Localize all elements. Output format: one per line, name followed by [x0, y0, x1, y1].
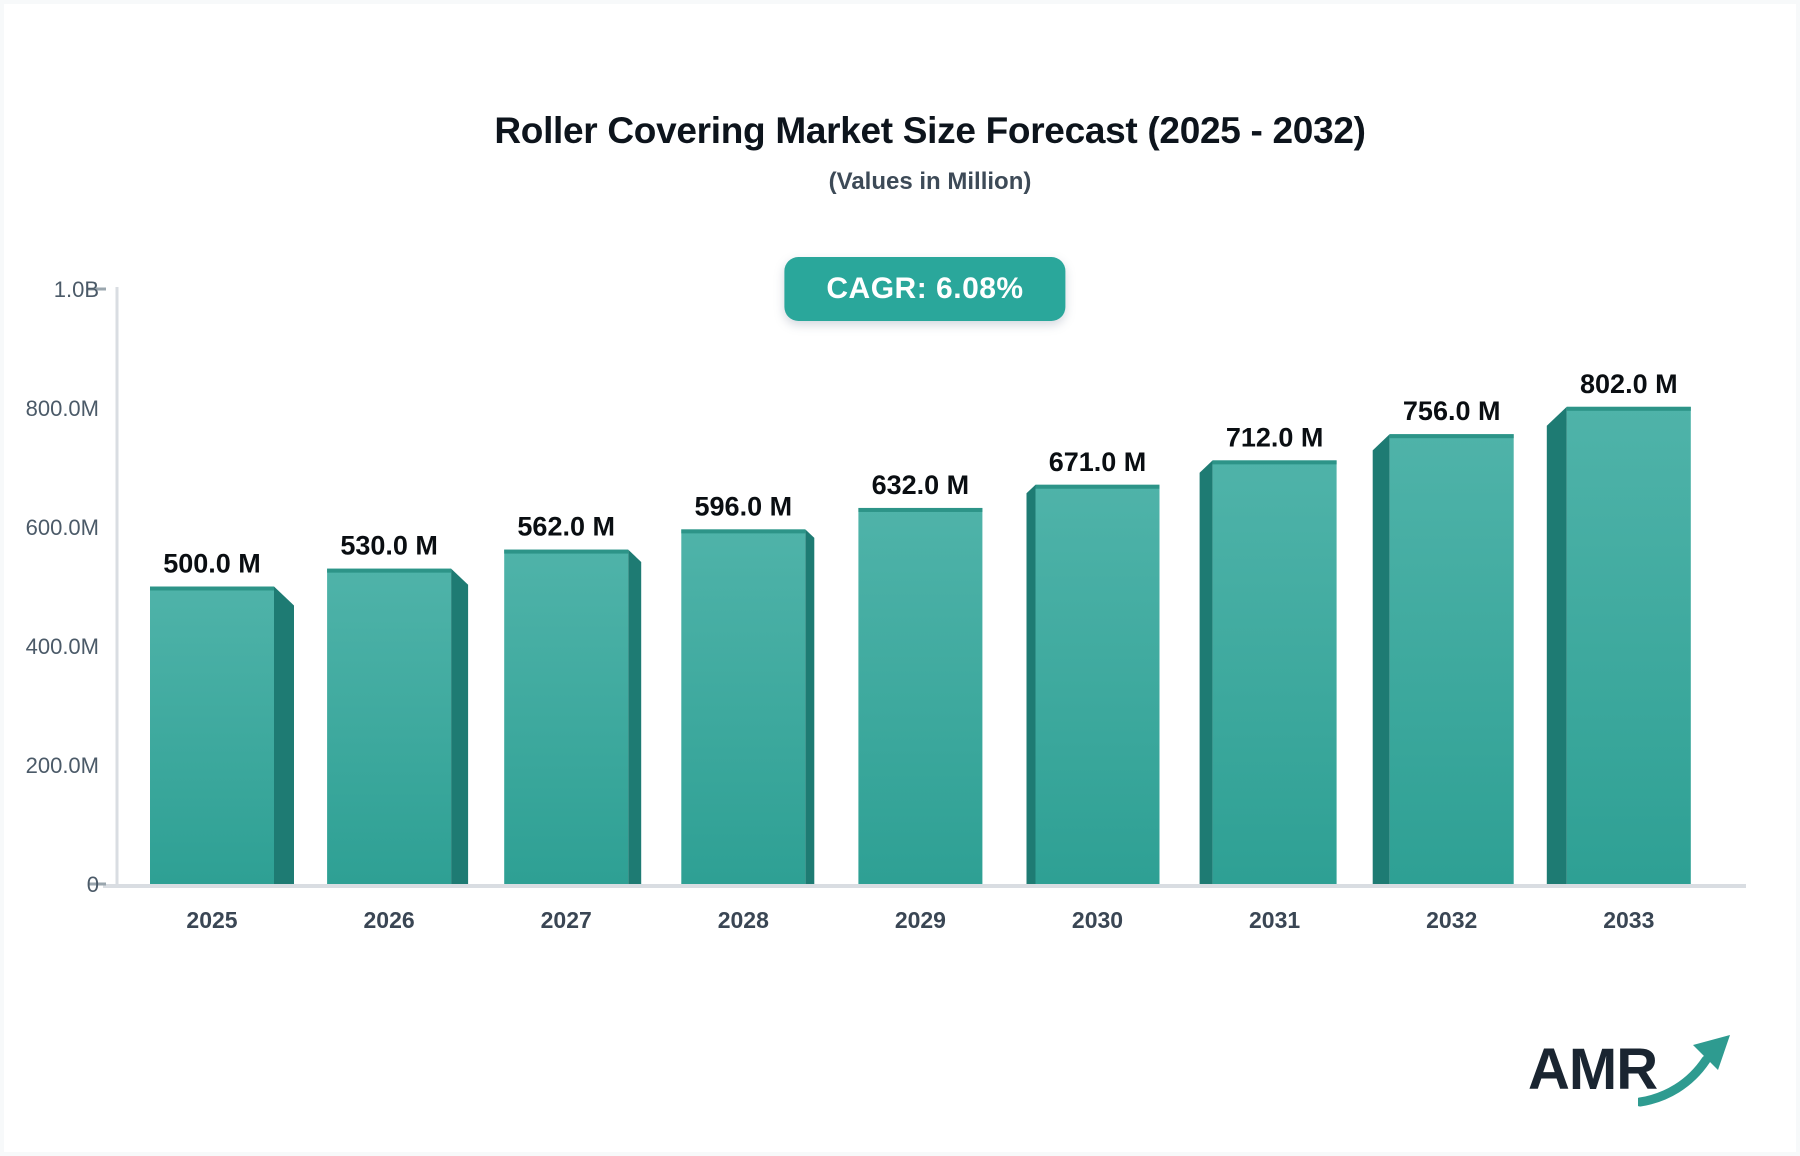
cagr-badge: CAGR: 6.08% — [784, 257, 1066, 321]
bar-value-label: 530.0 M — [340, 531, 438, 561]
y-axis-label: 200.0M — [26, 753, 99, 778]
bar-2029 — [858, 507, 983, 884]
bar-side-face-2032 — [1372, 434, 1390, 884]
bar-value-label: 802.0 M — [1580, 369, 1678, 399]
x-axis-label: 2026 — [364, 907, 415, 933]
chart-subtitle: (Values in Million) — [828, 168, 1032, 195]
bar-value-label: 671.0 M — [1049, 447, 1147, 477]
bar-top-edge-2028 — [681, 529, 806, 534]
bar-value-label: 632.0 M — [872, 470, 970, 500]
bar-top-edge-2031 — [1212, 460, 1337, 465]
axis-tick — [88, 882, 106, 886]
bar-2028 — [681, 529, 806, 884]
bar-2031 — [1212, 460, 1337, 884]
bar-2032 — [1389, 434, 1514, 884]
bar-side-face-2030 — [1026, 484, 1036, 884]
x-axis-label: 2025 — [186, 907, 237, 933]
bar-top-edge-2026 — [327, 568, 452, 573]
y-axis-line — [115, 287, 119, 886]
x-axis-label: 2032 — [1426, 907, 1477, 933]
bar-top-edge-2032 — [1389, 434, 1514, 439]
x-axis-label: 2027 — [541, 907, 592, 933]
bar-value-label: 596.0 M — [695, 491, 793, 521]
y-axis-label: 0 — [87, 872, 99, 897]
bar-top-edge-2033 — [1566, 406, 1691, 411]
bar-value-label: 500.0 M — [163, 549, 261, 579]
bar-side-face-2026 — [451, 568, 469, 884]
bar-top-edge-2025 — [150, 586, 274, 591]
x-axis-line — [103, 884, 1746, 888]
bar-2033 — [1566, 406, 1691, 884]
bar-2026 — [327, 568, 452, 884]
x-axis-label: 2033 — [1603, 907, 1654, 933]
y-axis-label: 800.0M — [26, 396, 99, 421]
bar-side-face-2025 — [274, 586, 294, 884]
bar-2030 — [1035, 484, 1160, 884]
amr-logo-text: AMR — [1528, 1037, 1658, 1102]
amr-logo: AMR — [1528, 1030, 1730, 1114]
bar-value-label: 756.0 M — [1403, 396, 1501, 426]
bar-side-face-2031 — [1199, 460, 1213, 884]
bar-side-face-2027 — [628, 549, 642, 884]
bar-top-edge-2029 — [858, 507, 983, 512]
bar-value-label: 562.0 M — [517, 512, 615, 542]
y-axis-label: 400.0M — [26, 634, 99, 659]
bar-2025 — [150, 586, 274, 884]
chart-title: Roller Covering Market Size Forecast (20… — [494, 110, 1366, 151]
growth-arrow-icon — [1638, 1035, 1730, 1107]
x-axis-label: 2029 — [895, 907, 946, 933]
x-axis-label: 2028 — [718, 907, 769, 933]
bar-top-edge-2030 — [1035, 484, 1160, 489]
y-axis-label: 600.0M — [26, 515, 99, 540]
x-axis-label: 2030 — [1072, 907, 1123, 933]
bar-side-face-2033 — [1546, 406, 1567, 884]
x-axis-label: 2031 — [1249, 907, 1300, 933]
bar-2027 — [504, 549, 629, 884]
bar-top-edge-2027 — [504, 549, 629, 554]
axis-tick — [88, 287, 106, 291]
y-axis-label: 1.0B — [54, 277, 99, 302]
bar-side-face-2028 — [805, 529, 815, 884]
bar-value-label: 712.0 M — [1226, 422, 1324, 452]
